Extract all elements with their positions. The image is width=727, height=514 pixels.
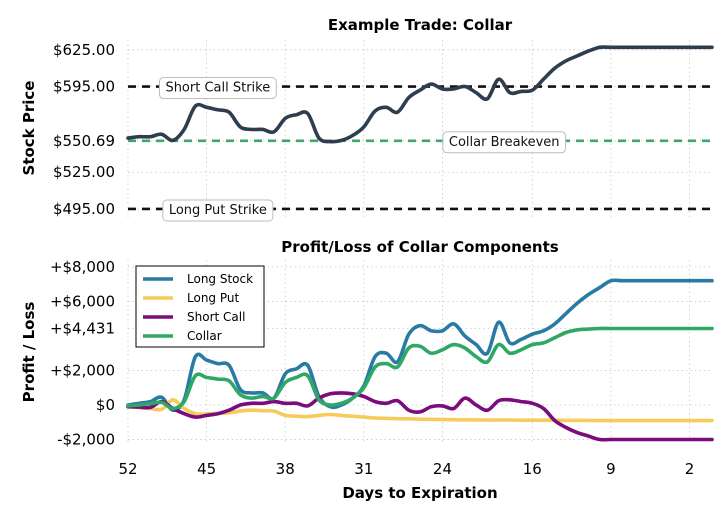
bottom-x-ticks: 52 45 38 31 24 16 9 2 — [118, 460, 694, 478]
stock-price-panel: Example Trade: Collar Stock Price $495.0… — [20, 16, 714, 222]
short-call-strike-label-box — [158, 77, 277, 100]
x-tick-label-1: 45 — [197, 460, 216, 478]
top-y-ticks: $495.00 $525.00 $550.69 $595.00 $625.00 — [53, 41, 115, 218]
legend-label-long-put: Long Put — [187, 291, 239, 305]
x-tick-label-4: 24 — [433, 460, 452, 478]
bottom-ytick-label-4: +$6,000 — [50, 292, 115, 310]
top-ytick-label-4: $625.00 — [53, 41, 115, 59]
series-short-call-line — [126, 391, 714, 442]
series-collar-line — [126, 326, 714, 411]
bottom-chart-title: Profit/Loss of Collar Components — [281, 238, 558, 256]
top-ytick-label-3: $595.00 — [53, 78, 115, 96]
top-grid — [127, 40, 712, 220]
pnl-panel: Profit/Loss of Collar Components Profit … — [20, 238, 714, 502]
top-annotations: Short Call Strike Collar Breakeven Long Pu… — [158, 77, 567, 222]
bottom-ytick-label-5: +$8,000 — [50, 258, 115, 276]
bottom-y-axis-label: Profit / Loss — [20, 302, 38, 403]
legend-label-collar: Collar — [187, 329, 222, 343]
legend: Long Stock Long Put Short Call Collar — [135, 265, 265, 348]
top-ytick-label-2: $550.69 — [53, 132, 115, 150]
bottom-y-ticks: -$2,000 $0 +$2,000 +$4,431 +$6,000 +$8,000 — [50, 258, 115, 449]
bottom-ytick-label-1: $0 — [96, 396, 115, 414]
series-stock-price-line — [126, 45, 714, 144]
x-tick-label-7: 2 — [685, 460, 695, 478]
legend-label-short-call: Short Call — [187, 310, 245, 324]
legend-label-long-stock: Long Stock — [187, 272, 253, 286]
top-chart-title: Example Trade: Collar — [328, 16, 513, 34]
short-call-strike-label: Short Call Strike — [165, 81, 270, 96]
collar-breakeven-label-box — [442, 131, 567, 154]
x-tick-label-6: 9 — [606, 460, 616, 478]
bottom-series-group — [126, 278, 714, 442]
bottom-ytick-label-2: +$2,000 — [50, 361, 115, 379]
x-tick-label-3: 31 — [354, 460, 373, 478]
x-axis-label: Days to Expiration — [342, 484, 497, 502]
bottom-ytick-label-0: -$2,000 — [57, 431, 115, 449]
series-long-stock-line — [126, 278, 714, 413]
long-put-strike-label: Long Put Strike — [169, 203, 267, 218]
bottom-ytick-label-3: +$4,431 — [50, 320, 115, 338]
x-tick-label-5: 16 — [523, 460, 542, 478]
x-tick-label-0: 52 — [118, 460, 137, 478]
long-put-strike-label-box — [162, 199, 274, 222]
top-reference-lines — [128, 85, 712, 211]
top-ytick-label-0: $495.00 — [53, 200, 115, 218]
top-y-axis-label: Stock Price — [20, 81, 38, 176]
top-series-group — [126, 45, 714, 144]
top-ytick-label-1: $525.00 — [53, 163, 115, 181]
collar-breakeven-label: Collar Breakeven — [449, 135, 560, 150]
x-tick-label-2: 38 — [276, 460, 295, 478]
